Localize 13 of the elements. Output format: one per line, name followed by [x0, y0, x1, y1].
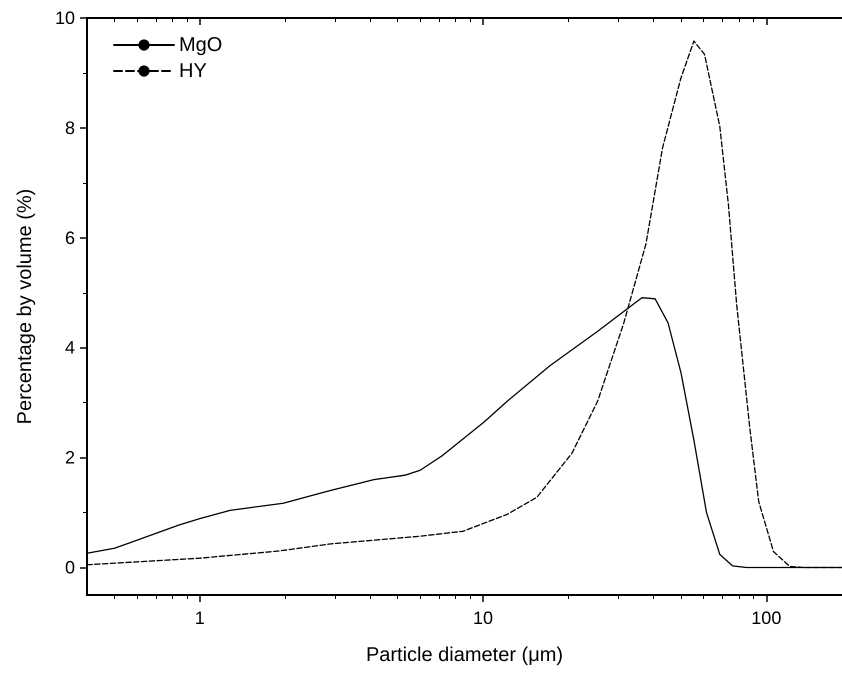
- x-tick-label: 10: [473, 608, 494, 628]
- legend-label: MgO: [179, 34, 222, 56]
- x-axis-title: Particle diameter (μm): [366, 644, 564, 666]
- y-tick-label: 8: [64, 118, 75, 138]
- y-tick-label: 4: [64, 338, 75, 358]
- legend-label: HY: [179, 60, 207, 82]
- y-tick-label: 6: [64, 228, 75, 248]
- x-tick-label: 1: [194, 608, 205, 628]
- y-tick-label: 2: [64, 448, 75, 468]
- y-axis-title: Percentage by volume (%): [14, 188, 36, 424]
- x-tick-label: 100: [751, 608, 782, 628]
- y-tick-label: 0: [64, 558, 75, 578]
- y-tick-label: 10: [54, 8, 75, 28]
